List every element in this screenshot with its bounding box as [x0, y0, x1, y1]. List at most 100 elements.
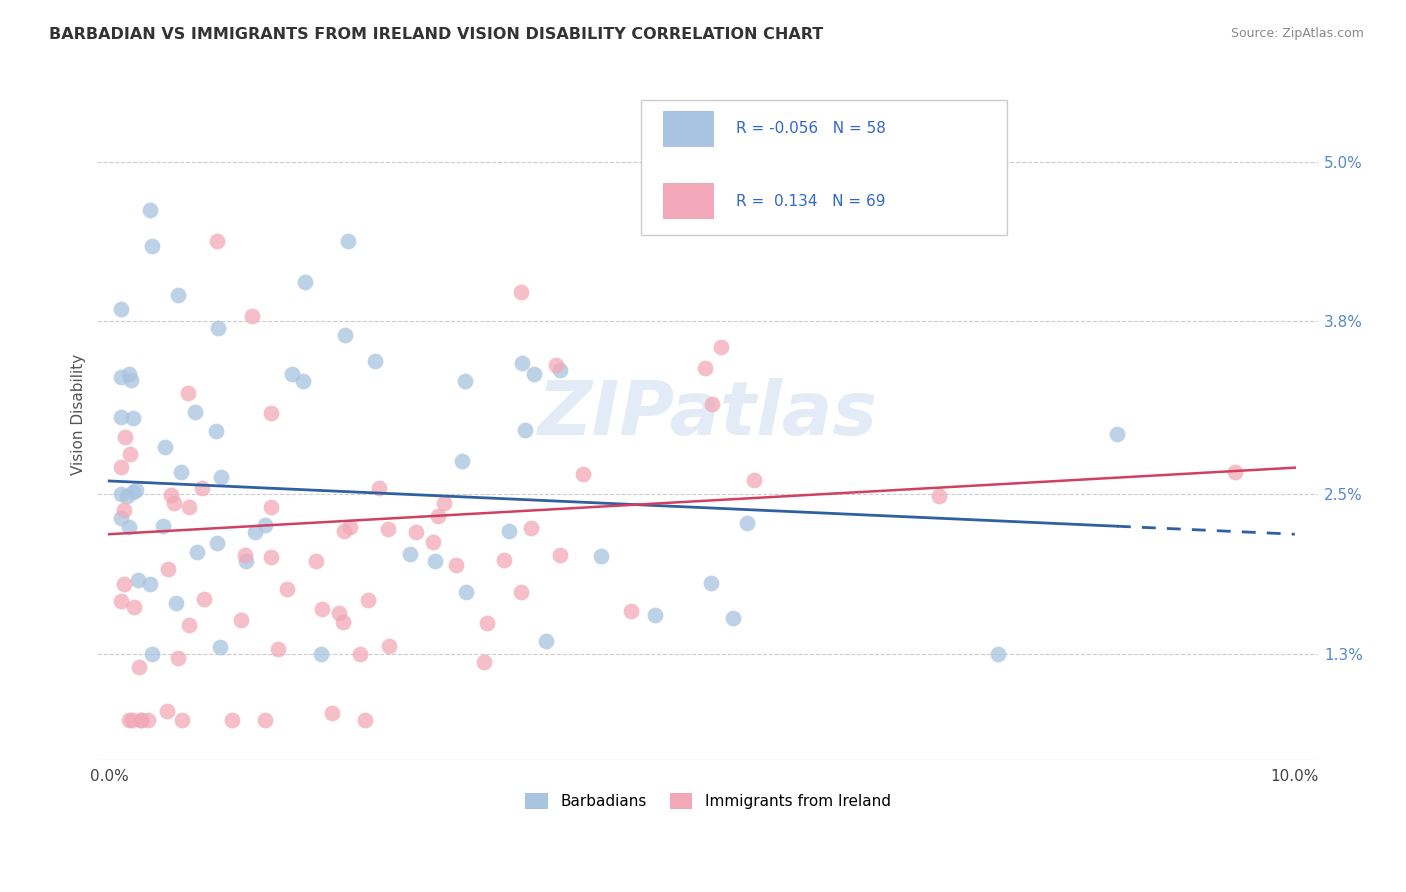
Point	[509, 285, 531, 299]
Point	[129, 714, 152, 728]
Point	[1225, 465, 1247, 479]
Point	[240, 309, 263, 323]
Point	[702, 397, 724, 411]
Point	[444, 558, 467, 573]
Point	[153, 440, 176, 454]
Point	[426, 508, 449, 523]
Text: ZIPatlas: ZIPatlas	[538, 378, 877, 451]
Point	[110, 410, 132, 425]
Point	[707, 210, 730, 224]
Point	[644, 607, 666, 622]
Point	[339, 519, 361, 533]
Point	[332, 615, 354, 629]
Point	[177, 500, 200, 514]
Point	[179, 617, 201, 632]
Point	[492, 553, 515, 567]
Point	[118, 519, 141, 533]
Point	[124, 483, 146, 498]
Point	[328, 606, 350, 620]
Point	[156, 562, 179, 576]
Point	[186, 545, 208, 559]
Point	[405, 524, 427, 539]
Point	[928, 489, 950, 503]
Point	[591, 549, 613, 563]
Point	[477, 615, 499, 630]
Point	[333, 524, 356, 538]
Point	[620, 604, 643, 618]
Point	[163, 496, 186, 510]
Point	[260, 550, 283, 565]
Point	[167, 288, 190, 302]
Point	[193, 592, 215, 607]
Point	[118, 714, 141, 728]
Point	[141, 239, 163, 253]
Point	[110, 460, 132, 475]
Point	[254, 714, 277, 728]
Point	[221, 714, 243, 728]
Point	[510, 585, 533, 599]
Point	[129, 714, 152, 728]
Point	[170, 465, 193, 479]
Point	[309, 647, 332, 661]
Legend: Barbadians, Immigrants from Ireland: Barbadians, Immigrants from Ireland	[519, 787, 897, 815]
Point	[112, 577, 135, 591]
Point	[398, 547, 420, 561]
FancyBboxPatch shape	[641, 100, 1007, 235]
Y-axis label: Vision Disability: Vision Disability	[72, 354, 86, 475]
Point	[700, 576, 723, 591]
Point	[207, 320, 229, 334]
Point	[127, 574, 149, 588]
Point	[422, 535, 444, 549]
Point	[260, 406, 283, 420]
Point	[160, 488, 183, 502]
Point	[260, 500, 283, 515]
Point	[118, 368, 141, 382]
Point	[742, 473, 765, 487]
Text: R = -0.056   N = 58: R = -0.056 N = 58	[735, 121, 886, 136]
Point	[209, 470, 232, 484]
Point	[120, 447, 142, 461]
Point	[166, 651, 188, 665]
Point	[548, 548, 571, 562]
Point	[311, 602, 333, 616]
Point	[184, 405, 207, 419]
Point	[433, 495, 456, 509]
Point	[207, 536, 229, 550]
Point	[136, 714, 159, 728]
Point	[735, 516, 758, 531]
Point	[191, 481, 214, 495]
Point	[112, 502, 135, 516]
Point	[235, 553, 257, 567]
Point	[122, 411, 145, 425]
Point	[120, 373, 142, 387]
Point	[510, 356, 533, 370]
Point	[695, 360, 717, 375]
Point	[354, 714, 377, 728]
Point	[548, 363, 571, 377]
Point	[110, 369, 132, 384]
Point	[368, 482, 391, 496]
Point	[122, 599, 145, 614]
Point	[1105, 427, 1128, 442]
Point	[115, 489, 138, 503]
Point	[304, 554, 326, 568]
Point	[170, 714, 193, 728]
Point	[141, 647, 163, 661]
Point	[280, 368, 302, 382]
Point	[536, 633, 558, 648]
Point	[276, 582, 298, 597]
Point	[377, 639, 399, 653]
Point	[110, 486, 132, 500]
Point	[139, 577, 162, 591]
Point	[110, 593, 132, 607]
Point	[294, 275, 316, 289]
Point	[336, 234, 359, 248]
Point	[209, 640, 232, 655]
Point	[572, 467, 595, 481]
Point	[292, 374, 315, 388]
Point	[472, 655, 495, 669]
Point	[254, 518, 277, 533]
Point	[156, 705, 179, 719]
Point	[363, 353, 385, 368]
Point	[454, 375, 477, 389]
